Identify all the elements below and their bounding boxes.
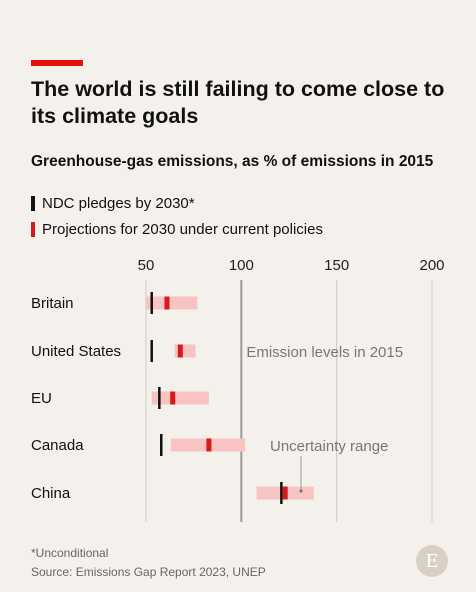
projection-mark: [164, 296, 170, 310]
uncertainty-annotation: Uncertainty range: [270, 438, 388, 455]
range-chart: 50 100 150 200 Britain United States EU Canada C…: [31, 257, 445, 522]
category-label: Canada: [31, 437, 84, 454]
projection-mark: [206, 438, 212, 452]
legend-label-projections: Projections for 2030 under current polic…: [42, 221, 323, 238]
accent-bar: [31, 60, 83, 66]
x-tick-label: 50: [138, 257, 155, 274]
footnote: *Unconditional: [31, 546, 109, 560]
projection-mark: [282, 486, 288, 500]
source-note: Source: Emissions Gap Report 2023, UNEP: [31, 565, 266, 579]
reference-annotation: Emission levels in 2015: [246, 344, 403, 361]
pledge-mark: [150, 292, 153, 314]
logo-letter: E: [425, 550, 439, 572]
pledge-mark: [280, 482, 283, 504]
uncertainty-bar: [151, 391, 209, 405]
projection-mark: [177, 344, 183, 358]
legend-item-projections: Projections for 2030 under current polic…: [31, 221, 323, 238]
category-label: EU: [31, 390, 52, 407]
pledge-swatch: [31, 196, 35, 211]
annotation-dot: [299, 489, 303, 493]
legend-label-pledges: NDC pledges by 2030*: [42, 195, 195, 212]
chart-subtitle: Greenhouse-gas emissions, as % of emissi…: [31, 153, 434, 170]
uncertainty-bar: [146, 296, 198, 310]
x-tick-label: 100: [229, 257, 254, 274]
chart-title: The world is still failing to come close…: [31, 77, 445, 128]
x-tick-label: 200: [419, 257, 444, 274]
economist-logo: E: [416, 545, 448, 577]
category-label: Britain: [31, 295, 74, 312]
legend-item-pledges: NDC pledges by 2030*: [31, 195, 195, 212]
pledge-mark: [160, 434, 163, 456]
pledge-mark: [158, 387, 161, 409]
category-label: China: [31, 485, 71, 502]
x-tick-label: 150: [324, 257, 349, 274]
projection-swatch: [31, 222, 35, 237]
uncertainty-bar: [174, 344, 196, 358]
pledge-mark: [150, 340, 153, 362]
projection-mark: [170, 391, 176, 405]
category-label: United States: [31, 343, 121, 360]
